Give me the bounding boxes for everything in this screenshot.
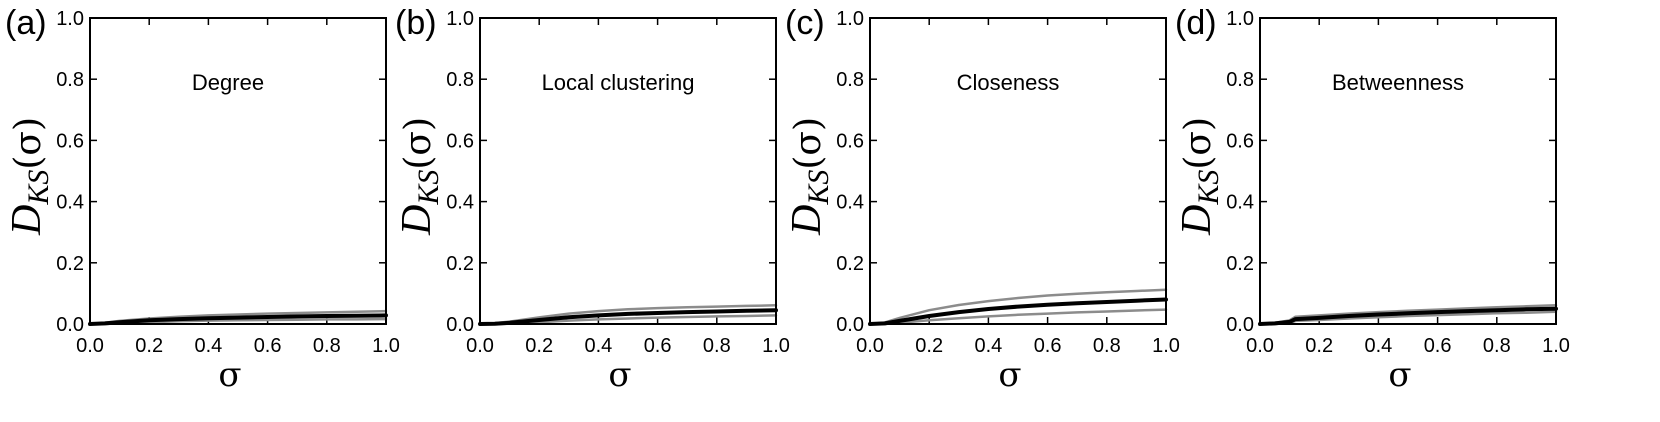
- chart-panel-2: (b) Local clustering 0.0 0.2 0.4 0.6 0.8 1.0 0.0…: [394, 4, 790, 395]
- y-tick-label: 0.6: [836, 130, 864, 152]
- x-tick-label: 0.4: [194, 335, 222, 357]
- y-tick-label: 1.0: [56, 8, 84, 30]
- y-tick-label: 0.8: [446, 69, 474, 91]
- series-line-mean: [1258, 306, 1558, 326]
- x-tick-label: 0.2: [1305, 335, 1333, 357]
- x-axis-label: σ: [218, 355, 241, 395]
- panel-label: (d): [1175, 4, 1217, 42]
- x-axis-label: σ: [608, 355, 631, 395]
- y-tick-label: 0.0: [1226, 314, 1254, 336]
- panel-label: (c): [785, 4, 825, 42]
- y-tick-label: 0.4: [836, 192, 864, 214]
- panel-label: (a): [5, 4, 47, 42]
- x-tick-label: 0.4: [584, 335, 612, 357]
- y-tick-label: 0.4: [446, 192, 474, 214]
- chart-title: Degree: [192, 70, 264, 95]
- y-tick-label: 0.2: [1226, 253, 1254, 275]
- x-tick-label: 0.8: [1093, 335, 1121, 357]
- y-tick-label: 1.0: [446, 8, 474, 30]
- series-line-upper: [868, 288, 1168, 326]
- chart-panel-4: (d) Betweenness 0.0 0.2 0.4 0.6 0.8 1.0 0.0 0.2 0.…: [1174, 4, 1570, 395]
- x-tick-label: 0.0: [856, 335, 884, 357]
- x-tick-label: 0.0: [76, 335, 104, 357]
- x-tick-label: 1.0: [762, 335, 790, 357]
- x-tick-label: 1.0: [372, 335, 400, 357]
- plot-frame: [869, 17, 1167, 325]
- x-tick-label: 0.6: [1034, 335, 1062, 357]
- x-tick-label: 0.4: [974, 335, 1002, 357]
- x-tick-label: 0.6: [254, 335, 282, 357]
- chart-panel-3: (c) Closeness 0.0 0.2 0.4 0.6 0.8 1.0 0.0 0.2 0.4 0…: [784, 4, 1180, 395]
- series-line-mean: [868, 297, 1168, 326]
- chart-panel-1: (a) Degree 0.0 0.2 0.4 0.6 0.8 1.0 0.0 0.2 0.4 0.6 0…: [4, 4, 400, 395]
- y-tick-label: 0.0: [446, 314, 474, 336]
- x-tick-label: 1.0: [1152, 335, 1180, 357]
- y-axis-label: DKS(σ): [1174, 117, 1225, 236]
- y-tick-label: 0.8: [836, 69, 864, 91]
- plot-frame: [89, 17, 387, 325]
- x-axis-label: σ: [1388, 355, 1411, 395]
- y-tick-label: 0.0: [56, 314, 84, 336]
- y-tick-label: 0.4: [56, 192, 84, 214]
- y-tick-label: 0.6: [446, 130, 474, 152]
- y-tick-label: 0.2: [56, 253, 84, 275]
- x-axis-label: σ: [998, 355, 1021, 395]
- x-tick-label: 0.8: [703, 335, 731, 357]
- plot-frame: [1259, 17, 1557, 325]
- panel-label: (b): [395, 4, 437, 42]
- x-tick-label: 0.4: [1364, 335, 1392, 357]
- x-tick-label: 0.6: [1424, 335, 1452, 357]
- y-tick-label: 0.8: [56, 69, 84, 91]
- y-tick-label: 1.0: [836, 8, 864, 30]
- chart-title: Closeness: [957, 70, 1060, 95]
- x-tick-label: 0.0: [466, 335, 494, 357]
- y-tick-label: 0.8: [1226, 69, 1254, 91]
- x-tick-label: 0.2: [525, 335, 553, 357]
- x-tick-label: 0.2: [915, 335, 943, 357]
- y-tick-label: 0.4: [1226, 192, 1254, 214]
- x-tick-label: 0.6: [644, 335, 672, 357]
- y-tick-label: 0.6: [56, 130, 84, 152]
- y-tick-label: 0.0: [836, 314, 864, 336]
- chart-title: Local clustering: [542, 70, 695, 95]
- y-axis-label: DKS(σ): [784, 117, 835, 236]
- x-tick-label: 0.2: [135, 335, 163, 357]
- y-axis-label: DKS(σ): [4, 117, 55, 236]
- y-tick-label: 1.0: [1226, 8, 1254, 30]
- y-tick-label: 0.6: [1226, 130, 1254, 152]
- y-tick-label: 0.2: [446, 253, 474, 275]
- series-line-mean: [88, 313, 388, 326]
- y-axis-label: DKS(σ): [394, 117, 445, 236]
- x-tick-label: 1.0: [1542, 335, 1570, 357]
- x-tick-label: 0.8: [1483, 335, 1511, 357]
- plot-frame: [479, 17, 777, 325]
- series-line-mean: [478, 308, 778, 326]
- chart-title: Betweenness: [1332, 70, 1464, 95]
- x-tick-label: 0.8: [313, 335, 341, 357]
- x-tick-label: 0.0: [1246, 335, 1274, 357]
- y-tick-label: 0.2: [836, 253, 864, 275]
